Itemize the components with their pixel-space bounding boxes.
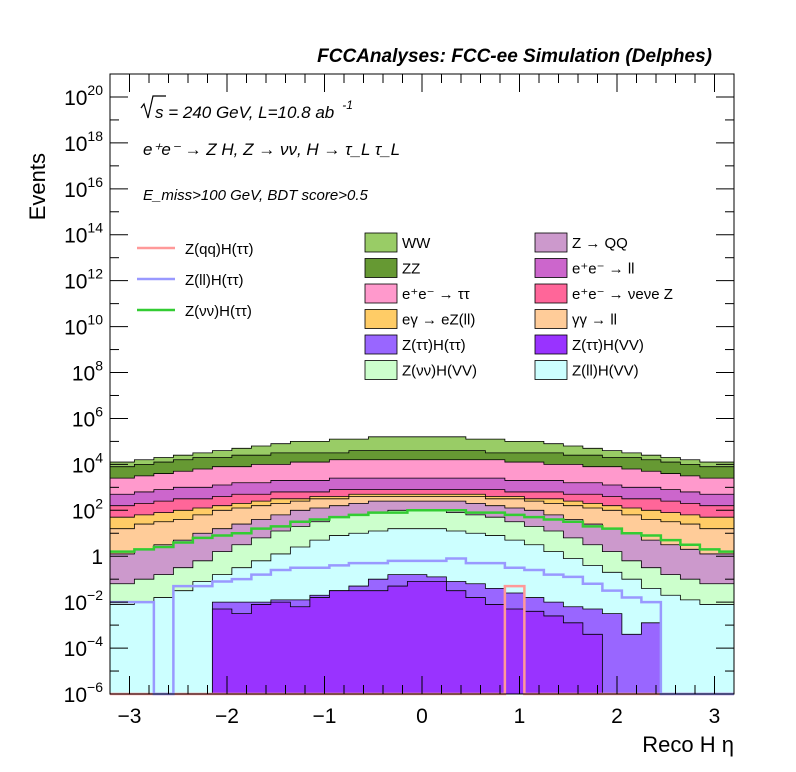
legend-label: Z(ττ)H(VV) bbox=[572, 337, 644, 354]
x-tick-label: 1 bbox=[514, 705, 526, 728]
signal-line bbox=[110, 509, 734, 553]
annotation-lumi-exp: -1 bbox=[342, 98, 353, 112]
y-tick-label: 10−4 bbox=[64, 633, 104, 661]
legend-swatch bbox=[534, 360, 568, 380]
stack-layers bbox=[109, 436, 735, 695]
legend-label: Z(νν)H(VV) bbox=[402, 363, 477, 380]
y-tick-label: 102 bbox=[72, 495, 103, 523]
y-tick-label: 108 bbox=[72, 358, 103, 386]
x-tick-label: −3 bbox=[118, 705, 142, 728]
y-tick-label: 1010 bbox=[64, 312, 103, 340]
legend-swatch bbox=[364, 258, 398, 278]
legend-swatch bbox=[534, 334, 568, 355]
legend-label: Z(qq)H(ττ) bbox=[185, 241, 254, 258]
annotation-selection: E_miss>100 GeV, BDT score>0.5 bbox=[143, 187, 368, 204]
y-tick-label: 1020 bbox=[64, 82, 103, 110]
chart-title: FCCAnalyses: FCC-ee Simulation (Delphes) bbox=[317, 46, 712, 67]
legend-label: Z(ll)H(ττ) bbox=[185, 272, 244, 289]
legend-label: Z(ττ)H(ττ) bbox=[402, 337, 466, 354]
y-tick-label: 1018 bbox=[64, 128, 103, 156]
y-tick-label: 10−6 bbox=[64, 679, 104, 707]
legend-swatch bbox=[364, 334, 398, 355]
y-tick-label: 1012 bbox=[64, 266, 103, 294]
svg-text:s = 240 GeV, L=10.8 ab-1: s = 240 GeV, L=10.8 ab -1 bbox=[155, 98, 353, 122]
legend-label: Z(ll)H(VV) bbox=[572, 363, 639, 380]
legend-swatch bbox=[364, 232, 398, 253]
x-axis-label: Reco H η bbox=[642, 732, 734, 757]
legend-swatch bbox=[364, 309, 398, 329]
axis-ticks: −3 −2 −1 0 1 2 3 10−6 10−4 10−2 1 102 104 106 108 1010 1… bbox=[64, 73, 735, 728]
y-axis-label: Events bbox=[25, 153, 50, 220]
x-tick-label: 2 bbox=[611, 705, 623, 728]
y-tick-label: 1016 bbox=[64, 174, 103, 202]
y-tick-label: 1014 bbox=[64, 220, 103, 248]
legend-swatch bbox=[534, 283, 568, 304]
legend-swatch bbox=[534, 309, 568, 329]
legend-swatch bbox=[364, 283, 398, 304]
y-tick-label: 106 bbox=[72, 403, 103, 431]
legend-swatch bbox=[534, 258, 568, 278]
legend-label: eγ → eZ(ll) bbox=[402, 312, 475, 329]
stack-layer bbox=[110, 581, 734, 695]
legend-swatch bbox=[534, 232, 568, 253]
y-tick-label: 1 bbox=[91, 546, 103, 569]
sqrt-sign bbox=[140, 95, 166, 119]
x-tick-label: 0 bbox=[416, 705, 428, 728]
annotation-energy-lumi: = 240 GeV, L=10.8 ab bbox=[164, 103, 335, 122]
x-tick-label: 3 bbox=[709, 705, 721, 728]
annotation-process: e⁺e⁻ → Z H, Z → νν, H → τ_L τ_L bbox=[143, 140, 400, 159]
legend-label: e⁺e⁻ → ττ bbox=[402, 286, 470, 303]
annotation-block: s = 240 GeV, L=10.8 ab -1 e⁺e⁻ → Z H, Z →… bbox=[140, 95, 400, 204]
y-tick-label: 104 bbox=[72, 449, 103, 477]
legend-label: e⁺e⁻ → ll bbox=[572, 261, 635, 278]
legend-swatch bbox=[364, 360, 398, 380]
legend-label: Z(νν)H(ττ) bbox=[185, 303, 252, 320]
legend-label: γγ → ll bbox=[572, 312, 617, 329]
legend: Z(qq)H(ττ) Z(ll)H(ττ) Z(νν)H(ττ) WW Z → QQ ZZ… bbox=[137, 232, 673, 380]
legend-label: ZZ bbox=[402, 261, 420, 278]
legend-label: Z → QQ bbox=[572, 235, 628, 252]
y-tick-label: 10−2 bbox=[64, 587, 104, 615]
annotation-sqrt-s: s bbox=[155, 103, 164, 122]
x-tick-label: −1 bbox=[313, 705, 337, 728]
legend-label: e⁺e⁻ → νeνe Z bbox=[572, 286, 673, 303]
signal-line bbox=[110, 557, 734, 696]
legend-label: WW bbox=[402, 235, 431, 252]
x-tick-label: −2 bbox=[215, 705, 239, 728]
